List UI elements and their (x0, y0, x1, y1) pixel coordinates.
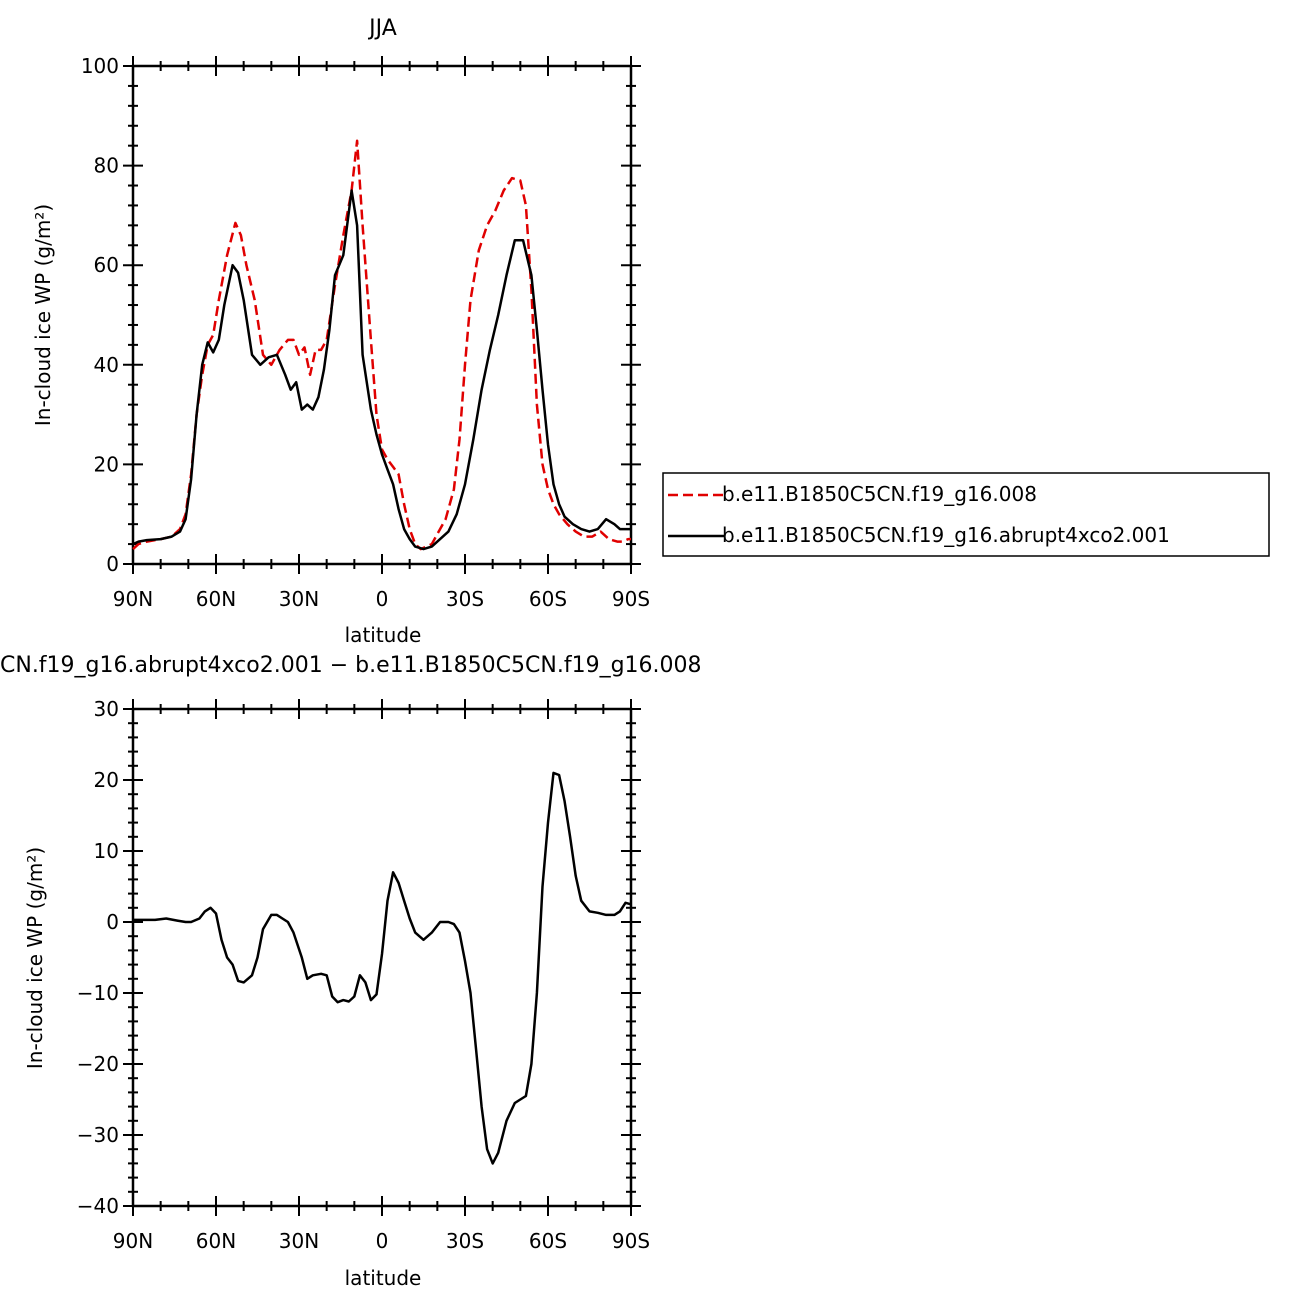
top-x-tick-label: 60S (529, 587, 567, 611)
top-panel: JJA 0 20 40 60 80 100 90N 60N 30N 0 30S 60S 90S lat… (31, 16, 650, 647)
top-x-tick-label: 30N (279, 587, 319, 611)
top-x-tick-label: 60N (196, 587, 236, 611)
top-series-line-1 (132, 189, 631, 551)
bottom-x-tick-label: 90S (612, 1229, 650, 1253)
top-series-line-0 (132, 139, 631, 551)
top-x-tick-labels: 90N 60N 30N 0 30S 60S 90S (113, 587, 650, 611)
top-plot-frame (131, 64, 633, 566)
bottom-series-lines (133, 771, 632, 1165)
bottom-series-line-0 (133, 771, 632, 1165)
top-series-lines (132, 139, 631, 551)
bottom-x-tick-label: 60S (529, 1229, 567, 1253)
bottom-x-tick-label: 30S (446, 1229, 484, 1253)
bottom-x-tick-labels: 90N 60N 30N 0 30S 60S 90S (113, 1229, 650, 1253)
bottom-y-axis-label: In-cloud ice WP (g/m²) (23, 847, 47, 1069)
top-panel-title: JJA (367, 16, 397, 41)
bottom-x-axis-label: latitude (345, 1266, 422, 1290)
bottom-y-tick-label: −20 (77, 1052, 119, 1076)
top-x-tick-label: 0 (376, 587, 389, 611)
top-y-tick-label: 20 (94, 452, 119, 476)
bottom-y-tick-label: −10 (77, 981, 119, 1005)
top-y-tick-label: 0 (106, 552, 119, 576)
bottom-y-tick-label: 0 (106, 910, 119, 934)
top-y-tick-label: 100 (81, 54, 119, 78)
bottom-panel: CN.f19_g16.abrupt4xco2.001 − b.e11.B1850… (0, 653, 702, 1290)
legend: b.e11.B1850C5CN.f19_g16.008 b.e11.B1850C… (662, 472, 1270, 557)
top-axis-ticks (123, 56, 641, 574)
top-y-tick-label: 40 (94, 353, 119, 377)
bottom-y-tick-label: −30 (77, 1123, 119, 1147)
top-y-tick-label: 80 (94, 154, 119, 178)
legend-box (662, 472, 1270, 557)
bottom-panel-title: CN.f19_g16.abrupt4xco2.001 − b.e11.B1850… (0, 653, 702, 678)
bottom-x-tick-label: 0 (376, 1229, 389, 1253)
top-y-tick-labels: 0 20 40 60 80 100 (81, 54, 119, 576)
bottom-y-tick-label: 30 (94, 697, 119, 721)
top-y-tick-label: 60 (94, 253, 119, 277)
top-x-tick-label: 30S (446, 587, 484, 611)
bottom-y-tick-label: 10 (94, 839, 119, 863)
legend-label-control: b.e11.B1850C5CN.f19_g16.008 (722, 482, 1037, 506)
legend-label-4xco2: b.e11.B1850C5CN.f19_g16.abrupt4xco2.001 (722, 523, 1170, 547)
bottom-axis-ticks (123, 699, 641, 1216)
bottom-y-tick-labels: −40 −30 −20 −10 0 10 20 30 (77, 697, 119, 1218)
bottom-y-tick-label: 20 (94, 768, 119, 792)
bottom-x-tick-label: 30N (279, 1229, 319, 1253)
bottom-y-tick-label: −40 (77, 1194, 119, 1218)
top-y-axis-label: In-cloud ice WP (g/m²) (31, 204, 55, 426)
bottom-x-tick-label: 90N (113, 1229, 153, 1253)
top-x-tick-label: 90S (612, 587, 650, 611)
top-x-axis-label: latitude (345, 623, 422, 647)
bottom-x-tick-label: 60N (196, 1229, 236, 1253)
top-x-tick-label: 90N (113, 587, 153, 611)
